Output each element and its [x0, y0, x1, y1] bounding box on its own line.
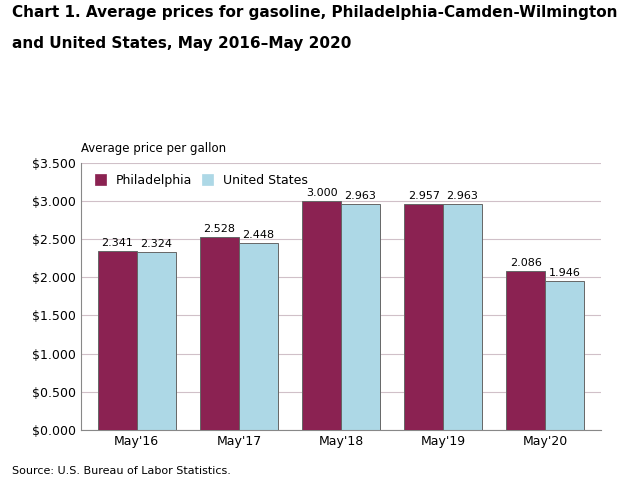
Bar: [239, 243, 278, 430]
Legend: Philadelphia, United States: Philadelphia, United States: [92, 172, 311, 189]
Bar: [443, 204, 482, 430]
Bar: [98, 251, 137, 430]
Text: 2.341: 2.341: [102, 238, 133, 248]
Text: Average price per gallon: Average price per gallon: [81, 142, 226, 155]
Text: 2.963: 2.963: [345, 191, 376, 201]
Text: 2.957: 2.957: [408, 191, 440, 201]
Text: 3.000: 3.000: [306, 188, 337, 198]
Bar: [404, 204, 443, 430]
Text: 2.528: 2.528: [203, 224, 236, 234]
Text: 2.448: 2.448: [242, 230, 274, 240]
Bar: [302, 201, 341, 430]
Bar: [507, 271, 545, 430]
Text: 2.963: 2.963: [446, 191, 479, 201]
Text: 2.086: 2.086: [510, 258, 542, 268]
Bar: [341, 204, 380, 430]
Text: 2.324: 2.324: [140, 239, 172, 250]
Text: Source: U.S. Bureau of Labor Statistics.: Source: U.S. Bureau of Labor Statistics.: [12, 466, 231, 476]
Text: 1.946: 1.946: [549, 268, 580, 278]
Text: and United States, May 2016–May 2020: and United States, May 2016–May 2020: [12, 36, 352, 51]
Bar: [545, 282, 584, 430]
Text: Chart 1. Average prices for gasoline, Philadelphia-Camden-Wilmington: Chart 1. Average prices for gasoline, Ph…: [12, 5, 618, 20]
Bar: [200, 237, 239, 430]
Bar: [137, 252, 175, 430]
